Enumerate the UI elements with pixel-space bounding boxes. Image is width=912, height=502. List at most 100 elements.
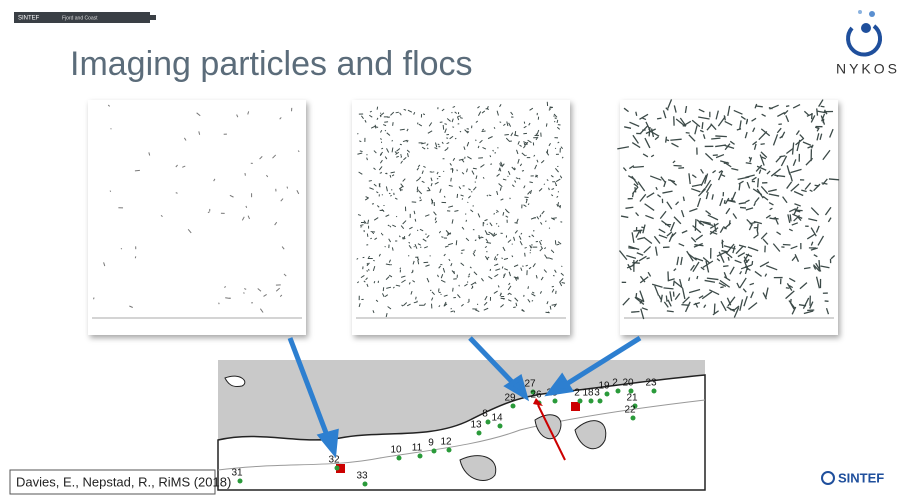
particle bbox=[441, 237, 443, 238]
particle bbox=[636, 112, 637, 116]
particle bbox=[430, 172, 433, 173]
station-dot bbox=[238, 479, 243, 484]
station-marker bbox=[571, 402, 580, 411]
station-dot bbox=[397, 456, 402, 461]
particle bbox=[459, 285, 460, 286]
station-dot bbox=[553, 399, 558, 404]
station-dot bbox=[578, 399, 583, 404]
station-dot bbox=[589, 399, 594, 404]
particle bbox=[667, 311, 674, 312]
particle bbox=[526, 199, 527, 200]
station-label: 19 bbox=[598, 381, 610, 392]
particle bbox=[453, 288, 454, 292]
station-dot bbox=[447, 448, 452, 453]
station-label: 33 bbox=[356, 471, 368, 482]
station-label: 21 bbox=[626, 393, 638, 404]
particle bbox=[451, 308, 452, 309]
particle bbox=[821, 106, 825, 107]
particle bbox=[657, 118, 661, 119]
particle bbox=[673, 281, 674, 286]
particle bbox=[829, 179, 839, 180]
station-dot bbox=[605, 392, 610, 397]
particle bbox=[409, 242, 410, 243]
particle bbox=[416, 297, 417, 300]
particle bbox=[452, 112, 453, 113]
particle bbox=[678, 168, 684, 169]
particle bbox=[683, 197, 684, 201]
particle bbox=[728, 257, 729, 261]
image-frame bbox=[88, 100, 306, 335]
particle bbox=[532, 300, 533, 301]
particle bbox=[529, 182, 532, 183]
particle bbox=[360, 151, 363, 152]
particle bbox=[367, 271, 368, 272]
particle bbox=[440, 264, 442, 265]
sintef-icon bbox=[822, 472, 834, 484]
particle bbox=[460, 131, 461, 132]
particle bbox=[502, 258, 503, 259]
header-tag: SINTEF bbox=[18, 16, 40, 22]
particle bbox=[417, 230, 418, 231]
particle bbox=[473, 168, 477, 169]
particle bbox=[791, 299, 792, 304]
particle bbox=[501, 298, 505, 299]
particle bbox=[367, 234, 368, 237]
particle bbox=[496, 223, 497, 224]
particle bbox=[392, 140, 393, 141]
station-label: 9 bbox=[428, 438, 434, 449]
particle bbox=[560, 205, 561, 208]
particle bbox=[562, 283, 565, 284]
particle bbox=[715, 136, 727, 137]
particle bbox=[729, 220, 730, 225]
particle bbox=[396, 112, 399, 113]
station-dot bbox=[631, 416, 636, 421]
particle bbox=[790, 214, 791, 221]
header-bar-tip bbox=[148, 15, 156, 20]
particle bbox=[525, 247, 527, 248]
station-label: 32 bbox=[328, 455, 340, 466]
particle bbox=[461, 250, 464, 251]
particle bbox=[761, 144, 765, 145]
particle bbox=[451, 178, 452, 182]
particle bbox=[420, 197, 421, 199]
particle bbox=[457, 194, 458, 198]
station-dot bbox=[363, 482, 368, 487]
particle bbox=[513, 307, 516, 308]
particle bbox=[525, 253, 526, 257]
particle bbox=[756, 106, 763, 107]
particle bbox=[444, 124, 446, 125]
particle bbox=[369, 269, 370, 271]
particle bbox=[522, 170, 524, 171]
station-label: 13 bbox=[470, 420, 482, 431]
particle bbox=[552, 286, 554, 287]
nykos-logo: NYKOS bbox=[836, 10, 900, 77]
slide-canvas: SINTEF Fjord and Coast Imaging particles… bbox=[0, 0, 912, 502]
particle bbox=[439, 288, 440, 291]
particle bbox=[375, 127, 378, 128]
particle bbox=[374, 281, 375, 283]
particle bbox=[219, 303, 220, 304]
particle bbox=[490, 164, 492, 165]
logo-text: NYKOS bbox=[836, 61, 900, 77]
station-label: 18 bbox=[582, 388, 594, 399]
particle bbox=[246, 206, 247, 208]
particle bbox=[786, 288, 789, 289]
station-label: 12 bbox=[440, 437, 452, 448]
particle bbox=[758, 178, 759, 187]
station-label: 8 bbox=[482, 409, 488, 420]
particle bbox=[525, 155, 526, 156]
station-label: 2 bbox=[612, 378, 618, 389]
particle bbox=[528, 286, 529, 289]
particle bbox=[553, 252, 554, 253]
particle bbox=[433, 172, 434, 173]
station-dot bbox=[652, 389, 657, 394]
station-dot bbox=[616, 389, 621, 394]
particle bbox=[689, 278, 690, 281]
particle bbox=[373, 260, 374, 261]
particle bbox=[402, 238, 403, 239]
particle bbox=[396, 216, 397, 217]
station-dot bbox=[418, 454, 423, 459]
station-dot bbox=[598, 399, 603, 404]
station-label: 29 bbox=[504, 393, 516, 404]
station-label: 27 bbox=[524, 379, 536, 390]
